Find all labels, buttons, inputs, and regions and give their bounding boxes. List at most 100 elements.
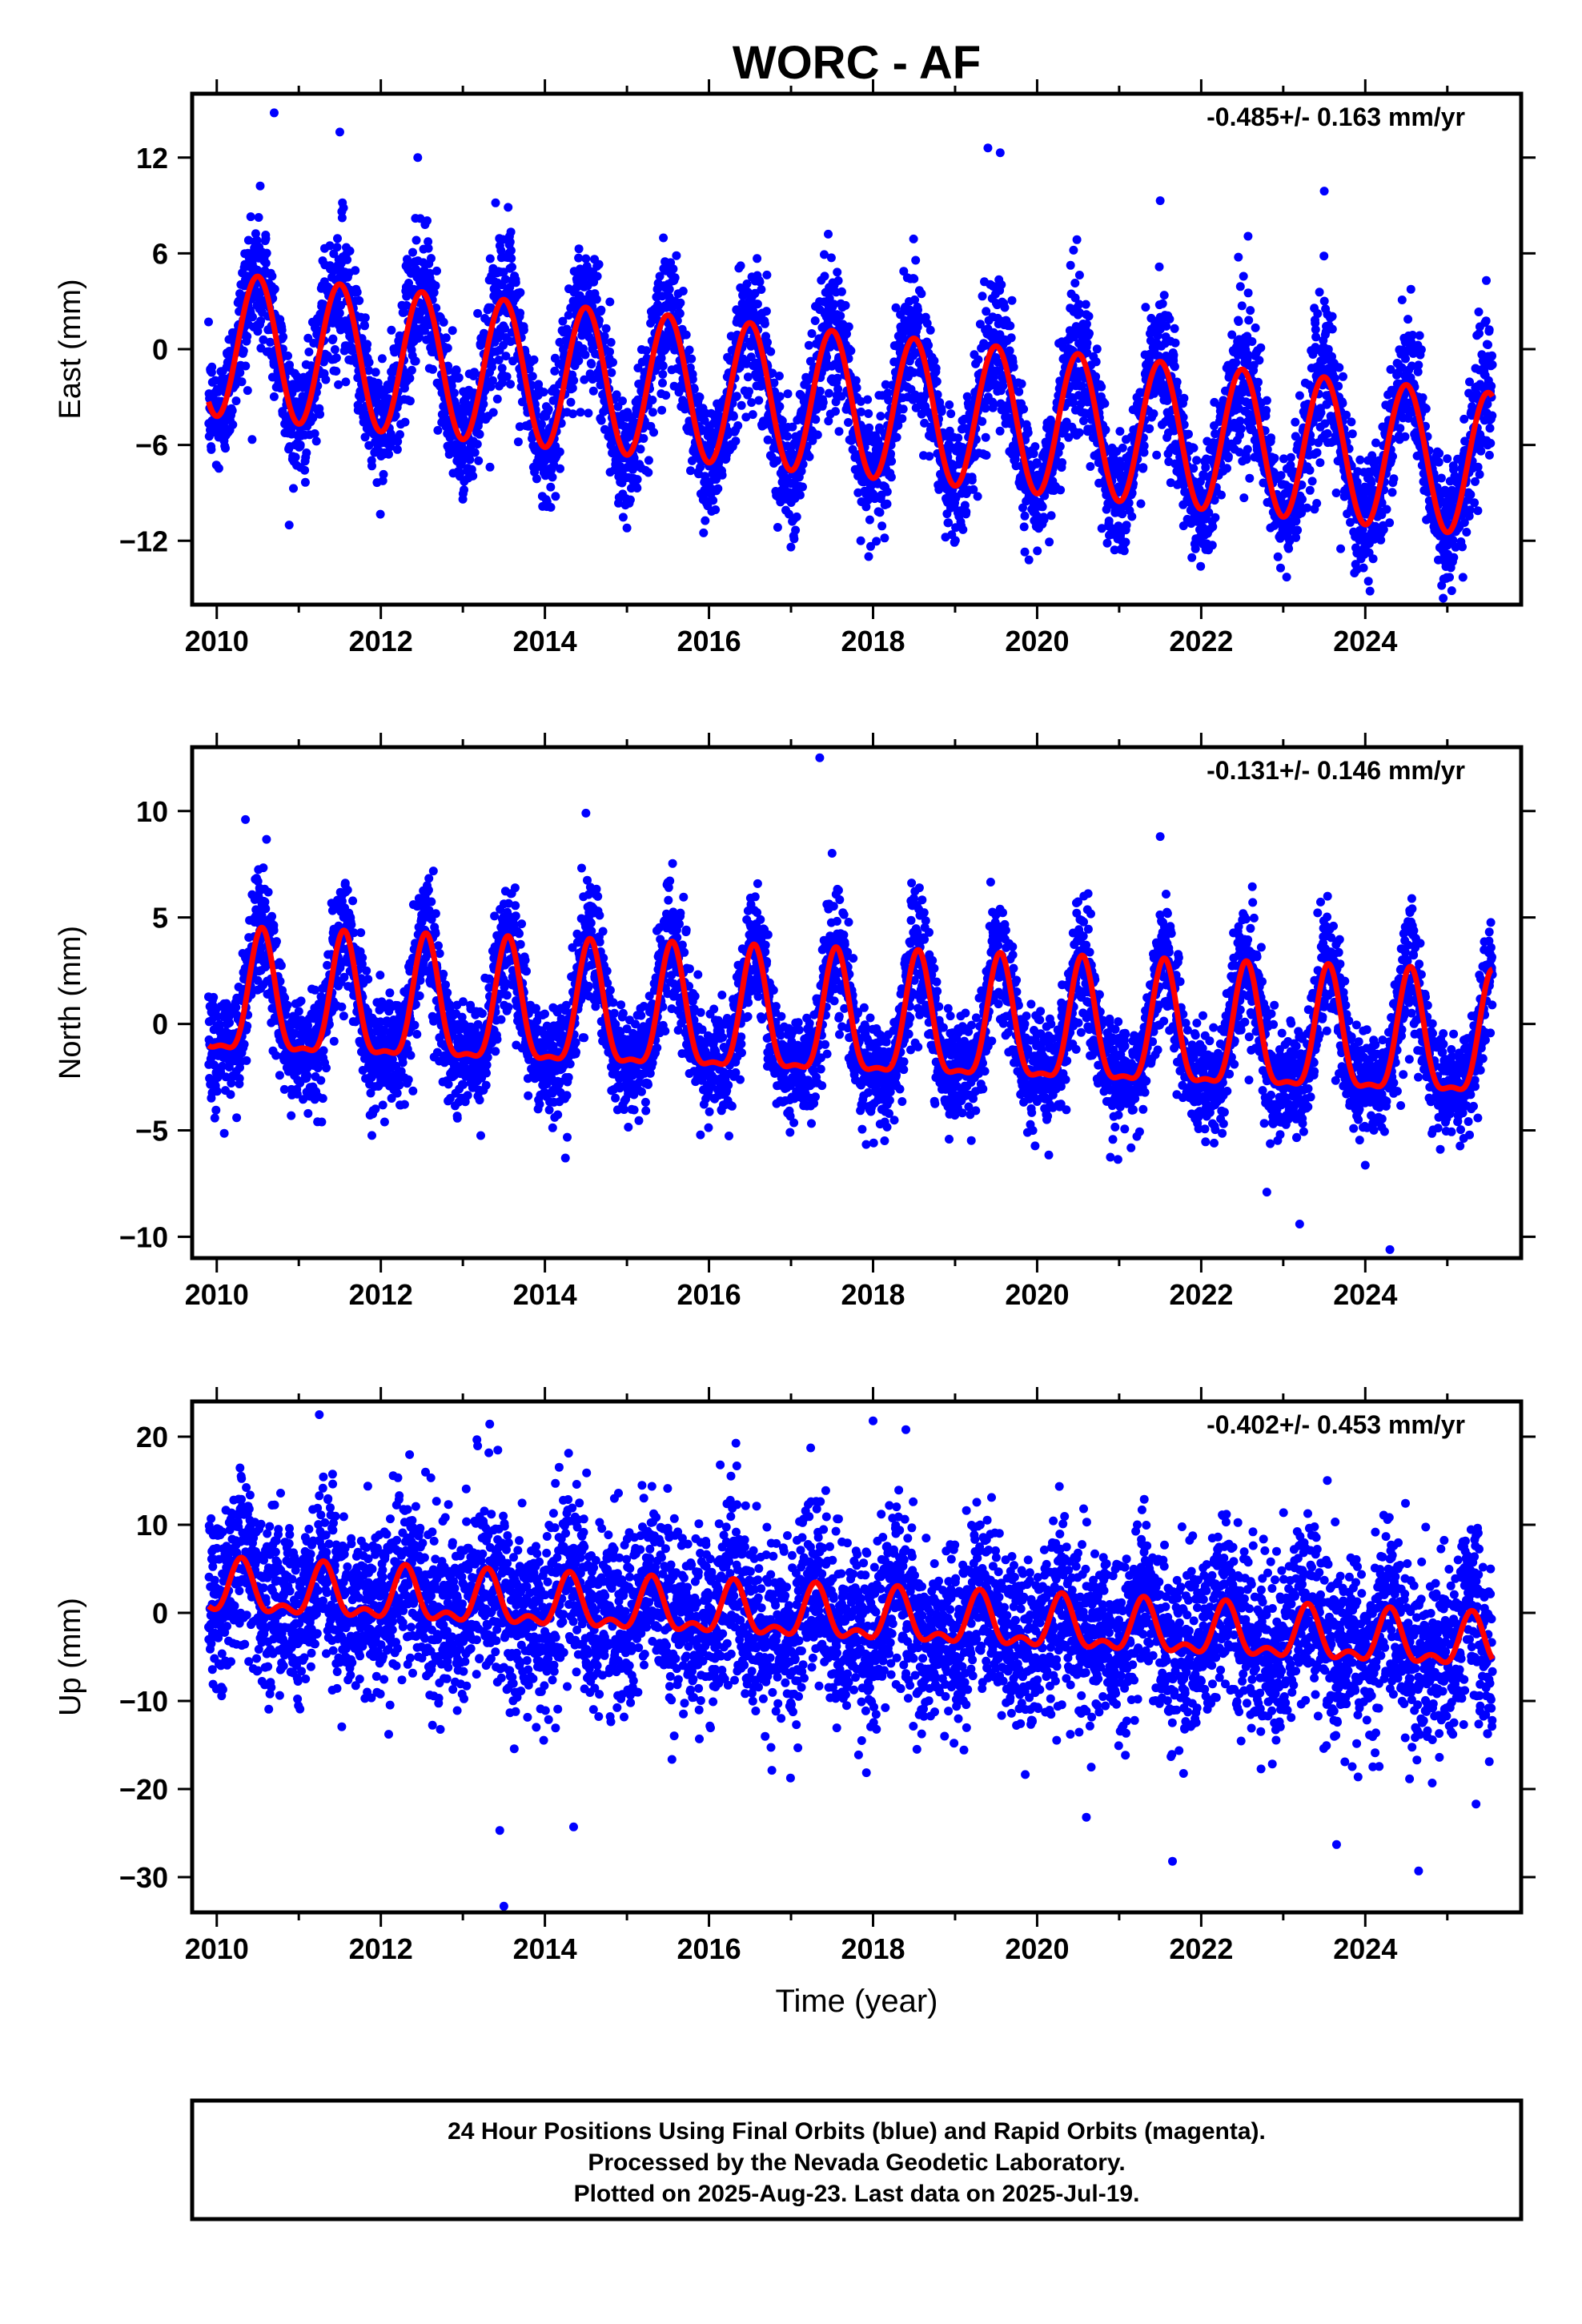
data-point bbox=[932, 376, 942, 386]
data-point bbox=[400, 417, 410, 427]
data-point bbox=[1170, 324, 1179, 333]
data-point bbox=[925, 452, 934, 461]
data-point bbox=[1009, 362, 1018, 372]
data-point bbox=[568, 409, 577, 419]
data-point bbox=[289, 484, 298, 493]
data-point bbox=[328, 334, 338, 344]
data-point bbox=[331, 353, 341, 363]
data-point bbox=[1121, 537, 1130, 547]
data-point bbox=[1307, 476, 1317, 486]
data-point bbox=[1211, 513, 1220, 522]
data-point bbox=[364, 366, 373, 376]
data-point bbox=[807, 329, 817, 338]
data-point bbox=[639, 434, 648, 443]
data-point bbox=[529, 355, 539, 364]
data-point bbox=[950, 536, 960, 545]
data-point bbox=[945, 400, 954, 409]
data-point bbox=[685, 345, 694, 355]
data-point bbox=[789, 534, 799, 544]
data-point bbox=[887, 456, 897, 466]
data-point bbox=[1245, 473, 1255, 483]
data-point bbox=[262, 248, 271, 258]
data-point bbox=[246, 212, 255, 222]
data-point bbox=[625, 495, 635, 505]
data-point bbox=[416, 214, 425, 223]
data-point bbox=[783, 389, 793, 399]
data-point bbox=[537, 420, 546, 429]
data-point bbox=[1305, 485, 1315, 495]
data-point bbox=[644, 468, 653, 477]
data-point bbox=[580, 350, 590, 360]
data-point bbox=[974, 355, 983, 364]
data-point bbox=[844, 418, 853, 427]
data-point bbox=[300, 465, 310, 475]
data-point bbox=[1030, 442, 1040, 452]
data-point bbox=[1006, 321, 1015, 331]
data-point bbox=[452, 366, 461, 375]
data-point bbox=[1139, 441, 1149, 451]
data-point bbox=[441, 333, 451, 343]
data-point bbox=[1247, 337, 1257, 346]
data-point bbox=[1005, 346, 1014, 356]
data-point bbox=[1312, 448, 1322, 457]
data-point bbox=[709, 496, 718, 505]
data-point bbox=[1084, 312, 1094, 321]
data-point bbox=[405, 373, 415, 383]
data-point bbox=[237, 377, 247, 387]
data-point bbox=[732, 392, 741, 401]
data-point bbox=[532, 474, 541, 484]
data-point bbox=[470, 448, 480, 457]
data-point bbox=[1262, 396, 1271, 405]
data-point bbox=[300, 477, 310, 487]
data-point bbox=[826, 253, 836, 263]
data-point bbox=[1045, 537, 1054, 547]
data-point bbox=[325, 241, 335, 251]
data-point bbox=[424, 237, 433, 247]
data-point bbox=[1066, 260, 1075, 270]
data-point bbox=[632, 475, 642, 485]
data-point bbox=[1254, 377, 1263, 387]
data-point bbox=[513, 437, 523, 447]
data-point bbox=[379, 469, 388, 479]
data-point bbox=[551, 492, 560, 501]
data-point bbox=[658, 369, 668, 379]
data-point bbox=[243, 332, 252, 341]
data-point bbox=[569, 376, 579, 385]
data-point bbox=[658, 361, 668, 371]
data-point bbox=[897, 414, 907, 424]
data-point bbox=[443, 344, 452, 353]
data-point bbox=[1023, 428, 1033, 437]
data-point bbox=[1127, 512, 1137, 521]
data-point bbox=[681, 330, 691, 340]
data-point bbox=[1223, 452, 1233, 461]
data-point bbox=[396, 430, 404, 440]
data-point bbox=[909, 234, 918, 243]
data-point bbox=[1295, 391, 1304, 400]
data-point bbox=[820, 271, 829, 281]
data-point bbox=[367, 461, 376, 471]
data-point bbox=[267, 271, 277, 281]
data-point bbox=[1273, 552, 1283, 561]
data-point bbox=[678, 287, 688, 296]
data-point bbox=[566, 397, 576, 407]
data-point bbox=[507, 254, 516, 263]
data-point bbox=[813, 430, 822, 440]
data-point bbox=[243, 386, 252, 396]
data-point bbox=[795, 490, 805, 500]
data-point bbox=[1115, 427, 1125, 436]
data-point bbox=[606, 338, 616, 347]
data-point bbox=[1242, 455, 1251, 464]
data-point bbox=[497, 378, 507, 388]
data-point bbox=[1217, 490, 1226, 500]
data-point bbox=[1149, 409, 1158, 419]
data-point bbox=[1239, 493, 1249, 503]
data-point bbox=[405, 396, 415, 406]
data-point bbox=[308, 413, 318, 423]
data-point bbox=[295, 440, 305, 450]
data-point bbox=[880, 533, 889, 543]
data-point bbox=[762, 270, 772, 279]
data-point bbox=[978, 292, 987, 301]
data-point bbox=[1267, 433, 1275, 443]
data-point bbox=[1305, 465, 1315, 475]
data-point bbox=[607, 368, 616, 377]
